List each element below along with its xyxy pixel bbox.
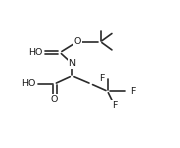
Text: HO: HO (21, 79, 35, 88)
Text: F: F (99, 74, 105, 83)
Text: F: F (112, 101, 117, 110)
Text: F: F (130, 87, 135, 96)
Text: HO: HO (28, 48, 42, 57)
Text: O: O (74, 37, 81, 46)
Text: N: N (69, 59, 76, 68)
Text: O: O (51, 95, 58, 104)
